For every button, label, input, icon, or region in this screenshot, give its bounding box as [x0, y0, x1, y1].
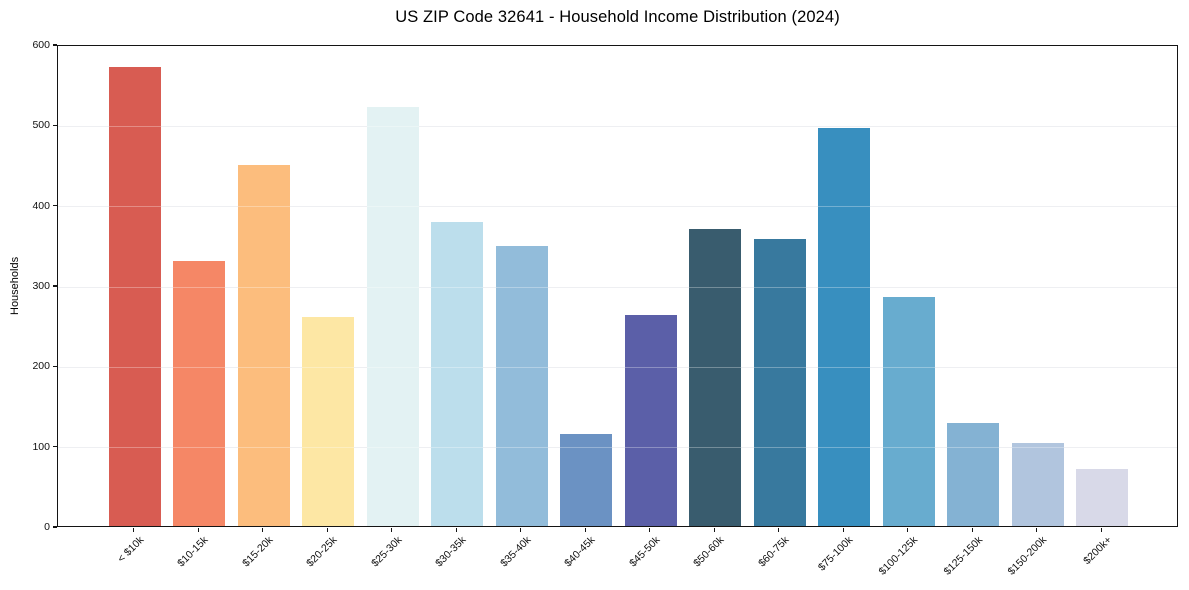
bar-75-100k[interactable]	[818, 128, 871, 526]
x-tick-label-10: $60-75k	[755, 534, 792, 570]
y-tick-mark-100	[53, 446, 57, 448]
x-tick-mark-11	[842, 527, 844, 532]
x-tick-label-8: $45-50k	[626, 534, 663, 570]
y-tick-label-0: 0	[44, 521, 50, 533]
x-tick-label-0: < $10k	[115, 534, 147, 565]
gridlines-layer	[58, 46, 1177, 526]
x-tick-mark-6	[520, 527, 522, 532]
gridline-y500	[58, 125, 1177, 127]
gridline-overlay-y300	[58, 286, 1177, 288]
y-tick-mark-300	[53, 285, 57, 287]
bar-100-125k[interactable]	[882, 297, 935, 526]
x-tick-mark-3	[326, 527, 328, 532]
x-tick-mark-5	[455, 527, 457, 532]
x-tick-label-4: $25-30k	[368, 534, 405, 570]
bar-40-45k[interactable]	[560, 433, 613, 526]
y-tick-label-400: 400	[32, 199, 50, 212]
bar-150-200k[interactable]	[1011, 443, 1064, 526]
x-tick-label-5: $30-35k	[433, 534, 469, 570]
x-tick-mark-4	[391, 527, 393, 532]
y-tick-label-600: 600	[32, 39, 50, 51]
bars-layer	[58, 46, 1177, 526]
gridline-y100	[58, 447, 1177, 449]
bar-45-50k[interactable]	[624, 314, 677, 526]
bar-125-150k[interactable]	[947, 423, 1000, 526]
x-tick-mark-9	[713, 527, 715, 532]
gridlines-overlay-layer	[58, 46, 1177, 526]
x-tick-label-1: $10-15k	[175, 534, 211, 570]
gridline-overlay-y400	[58, 206, 1177, 208]
x-tick-mark-2	[262, 527, 264, 532]
bar-25-30k[interactable]	[366, 107, 419, 526]
bar-50-60k[interactable]	[689, 228, 742, 526]
x-tick-mark-10	[778, 527, 780, 532]
gridline-y400	[58, 206, 1177, 208]
bar-35-40k[interactable]	[495, 245, 548, 526]
bar-60-75k[interactable]	[753, 239, 806, 526]
x-tick-label-11: $75-100k	[816, 534, 856, 574]
x-tick-label-12: $100-125k	[876, 534, 921, 578]
y-tick-label-300: 300	[32, 280, 50, 292]
y-tick-mark-0	[53, 526, 57, 528]
x-tick-mark-0	[133, 527, 135, 532]
bar-30-35k[interactable]	[431, 222, 484, 526]
x-tick-mark-1	[197, 527, 199, 532]
bar-200k[interactable]	[1076, 468, 1129, 526]
x-tick-label-2: $15-20k	[239, 534, 276, 570]
plot-area	[57, 45, 1178, 527]
x-tick-mark-12	[907, 527, 909, 532]
gridline-y300	[58, 286, 1177, 288]
y-tick-label-500: 500	[32, 119, 50, 132]
x-tick-label-15: $200k+	[1080, 534, 1114, 568]
x-tick-label-9: $50-60k	[691, 534, 727, 570]
x-tick-mark-14	[1036, 527, 1038, 532]
x-tick-mark-7	[584, 527, 586, 532]
x-tick-label-14: $150-200k	[1005, 534, 1050, 578]
x-tick-mark-8	[649, 527, 651, 532]
gridline-overlay-y500	[58, 125, 1177, 127]
y-tick-mark-400	[53, 205, 57, 207]
y-tick-label-200: 200	[32, 360, 50, 373]
bar-10-15k[interactable]	[173, 260, 226, 526]
bar-10k[interactable]	[108, 66, 161, 526]
x-tick-label-3: $20-25k	[304, 534, 340, 570]
x-tick-label-6: $35-40k	[497, 534, 534, 570]
y-tick-label-100: 100	[32, 440, 50, 453]
y-tick-mark-500	[53, 124, 57, 126]
y-tick-mark-600	[53, 44, 57, 46]
x-tick-mark-15	[1100, 527, 1102, 532]
gridline-overlay-y100	[58, 447, 1177, 449]
chart-title: US ZIP Code 32641 - Household Income Dis…	[395, 8, 840, 26]
x-tick-label-7: $40-45k	[562, 534, 598, 570]
x-tick-mark-13	[971, 527, 973, 532]
y-tick-mark-200	[53, 365, 57, 367]
bar-15-20k[interactable]	[237, 164, 290, 526]
gridline-overlay-y200	[58, 366, 1177, 368]
gridline-y200	[58, 366, 1177, 368]
bar-20-25k[interactable]	[302, 317, 355, 526]
x-tick-label-13: $125-150k	[941, 534, 985, 578]
